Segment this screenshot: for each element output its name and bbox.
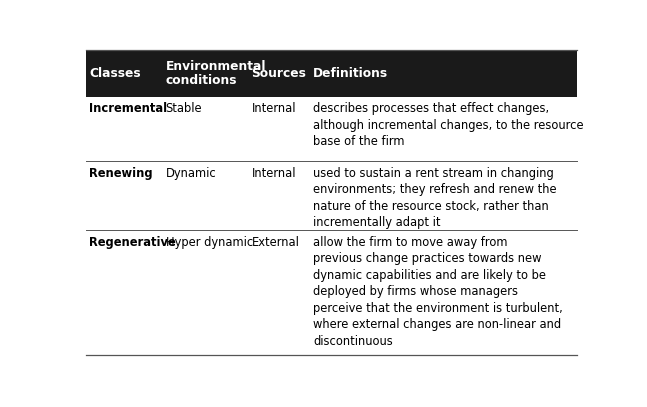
Text: Environmental
conditions: Environmental conditions [166,60,266,88]
Text: Incremental: Incremental [89,103,168,116]
Text: Regenerative: Regenerative [89,236,176,249]
Text: Sources: Sources [252,67,307,80]
Text: Classes: Classes [89,67,141,80]
Text: describes processes that effect changes,
although incremental changes, to the re: describes processes that effect changes,… [313,103,584,149]
Bar [86,50,577,97]
Text: Internal: Internal [252,167,296,179]
Text: Dynamic: Dynamic [166,167,216,179]
Text: Hyper dynamic: Hyper dynamic [166,236,253,249]
Text: allow the firm to move away from
previous change practices towards new
dynamic c: allow the firm to move away from previou… [313,236,563,348]
Text: used to sustain a rent stream in changing
environments; they refresh and renew t: used to sustain a rent stream in changin… [313,167,556,229]
Text: Internal: Internal [252,103,296,116]
Text: Stable: Stable [166,103,203,116]
Text: Definitions: Definitions [313,67,388,80]
Text: External: External [252,236,300,249]
Text: Renewing: Renewing [89,167,153,179]
